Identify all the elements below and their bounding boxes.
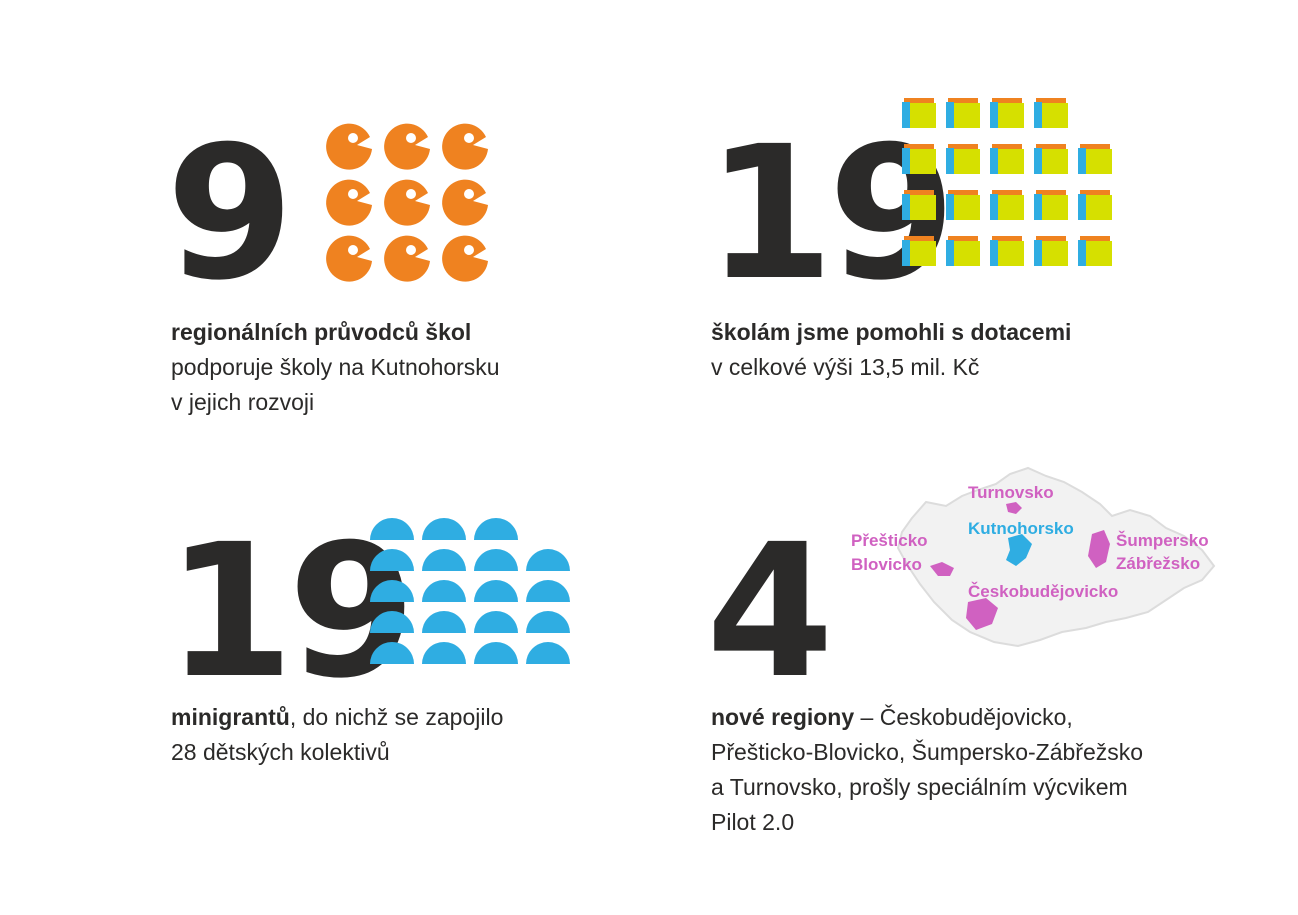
- stat-text: – Českobudějovicko,: [854, 704, 1073, 730]
- half-circle-icon: [474, 518, 518, 540]
- stat-bold-text: nové regiony: [711, 704, 855, 730]
- orange-face-icon: [442, 235, 488, 282]
- map-label-kutnohorsko: Kutnohorsko: [968, 519, 1074, 538]
- school-building-icon: [990, 190, 1024, 220]
- school-building-icon: [1078, 190, 1112, 220]
- orange-face-icon: [384, 235, 430, 282]
- half-circle-icons: [370, 518, 570, 664]
- stat-line: 28 dětských kolektivů: [171, 739, 390, 765]
- half-circle-icon: [526, 580, 570, 602]
- half-circle-icon: [370, 611, 414, 633]
- half-circle-icon: [422, 642, 466, 664]
- school-building-icon: [1078, 144, 1112, 174]
- half-circle-icon: [526, 642, 570, 664]
- half-circle-icon: [474, 642, 518, 664]
- half-circle-icon: [526, 611, 570, 633]
- stat-line: a Turnovsko, prošly speciálním výcvikem: [711, 774, 1128, 800]
- stat-line: Pilot 2.0: [711, 809, 795, 835]
- half-circle-icon: [474, 549, 518, 571]
- map-label-zabrezsko: Zábřežsko: [1116, 554, 1200, 573]
- school-building-icon: [1034, 236, 1068, 266]
- map-label-blovicko: Blovicko: [851, 555, 922, 574]
- stat-text: , do nichž se zapojilo: [289, 704, 504, 730]
- stat-description: regionálních průvodců škol podporuje ško…: [171, 315, 500, 420]
- stat-bold-text: minigrantů: [171, 704, 290, 730]
- czech-map-icon: Turnovsko Kutnohorsko Přešticko Blovicko…: [851, 466, 1216, 648]
- stat-number: 4: [706, 505, 834, 719]
- half-circle-icon: [370, 580, 414, 602]
- school-building-icon: [990, 98, 1024, 128]
- school-building-icon: [1034, 144, 1068, 174]
- stat-description: minigrantů, do nichž se zapojilo 28 děts…: [171, 700, 503, 770]
- half-circle-icon: [474, 580, 518, 602]
- stat-description: nové regiony – Českobudějovicko, Přeštic…: [711, 700, 1143, 840]
- half-circle-icon: [422, 518, 466, 540]
- school-building-icon: [946, 190, 980, 220]
- orange-face-icon: [326, 123, 372, 170]
- school-building-icon: [990, 144, 1024, 174]
- school-building-icon: [902, 98, 936, 128]
- school-building-icon: [946, 236, 980, 266]
- orange-face-icons: [326, 123, 488, 282]
- school-building-icon: [1078, 236, 1112, 266]
- half-circle-icon: [370, 642, 414, 664]
- map-label-sumpersko: Šumpersko: [1116, 531, 1209, 550]
- school-building-icon: [946, 98, 980, 128]
- half-circle-icon: [422, 549, 466, 571]
- school-building-icons: [902, 98, 1112, 266]
- presticko-blovicko-region: [930, 562, 954, 576]
- orange-face-icon: [442, 179, 488, 226]
- half-circle-icon: [370, 549, 414, 571]
- school-building-icon: [1034, 190, 1068, 220]
- map-label-ceskobudejovicko: Českobudějovicko: [968, 582, 1118, 601]
- orange-face-icon: [384, 179, 430, 226]
- orange-face-icon: [326, 179, 372, 226]
- stat-bold-text: školám jsme pomohli s dotacemi: [711, 319, 1072, 345]
- school-building-icon: [990, 236, 1024, 266]
- map-label-turnovsko: Turnovsko: [968, 483, 1054, 502]
- orange-face-icon: [326, 235, 372, 282]
- turnovsko-region: [1006, 502, 1022, 514]
- half-circle-icon: [422, 580, 466, 602]
- half-circle-icon: [526, 549, 570, 571]
- stat-line: podporuje školy na Kutnohorsku: [171, 354, 500, 380]
- orange-face-icon: [384, 123, 430, 170]
- stat-number: 9: [166, 107, 294, 321]
- stat-number: 19: [166, 505, 416, 719]
- stat-bold-text: regionálních průvodců škol: [171, 319, 472, 345]
- stat-line: v celkové výši 13,5 mil. Kč: [711, 354, 980, 380]
- ceskobudejovicko-region: [966, 598, 998, 630]
- half-circle-icon: [370, 518, 414, 540]
- stat-line: v jejich rozvoji: [171, 389, 315, 415]
- map-label-presticko: Přešticko: [851, 531, 928, 550]
- school-building-icon: [902, 190, 936, 220]
- stat-line: Přešticko-Blovicko, Šumpersko-Zábřežsko: [711, 739, 1144, 765]
- half-circle-icon: [422, 611, 466, 633]
- kutnohorsko-region: [1006, 534, 1032, 566]
- half-circle-icon: [474, 611, 518, 633]
- school-building-icon: [1034, 98, 1068, 128]
- school-building-icon: [946, 144, 980, 174]
- stat-description: školám jsme pomohli s dotacemi v celkové…: [711, 315, 1071, 385]
- sumpersko-zabrezsko-region: [1088, 530, 1110, 568]
- school-building-icon: [902, 236, 936, 266]
- school-building-icon: [902, 144, 936, 174]
- orange-face-icon: [442, 123, 488, 170]
